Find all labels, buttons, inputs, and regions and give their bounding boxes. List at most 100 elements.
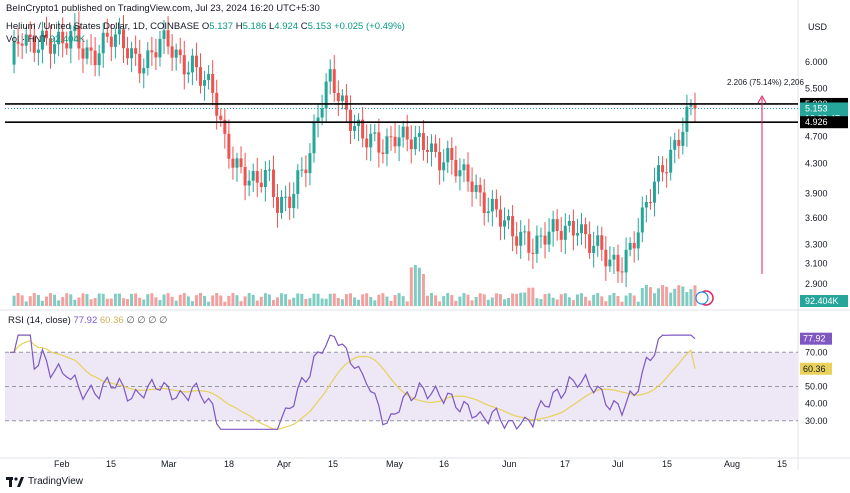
volume-bar [231,293,235,306]
volume-bar [255,300,259,306]
volume-bar [121,298,125,306]
candle-body [203,80,207,86]
measure-label: 2.206 (75.14%) 2,206 [727,78,804,87]
volume-bar [215,293,219,306]
volume-bar [405,301,409,306]
candle-body [405,126,409,140]
volume-bar [673,288,677,306]
volume-bar [32,293,36,306]
volume-bar [259,296,263,306]
volume-bar [77,297,81,306]
volume-bar [239,301,243,306]
candle-body [689,104,693,107]
volume-bar [640,287,644,306]
candle-body [393,136,397,147]
candle-body [430,143,434,152]
volume-bar [547,293,551,306]
candle-body [588,234,592,253]
volume-bar [417,267,421,306]
volume-bar [65,293,69,306]
volume-bar [328,293,332,306]
open-value: 5.137 [209,21,234,32]
volume-bar [519,292,523,306]
candle-body [138,53,142,74]
candle-body [409,139,413,150]
rsi-ma-line [10,340,696,430]
volume-bar [190,301,194,306]
time-tick-label: Apr [277,459,291,469]
volume-bar [203,295,207,306]
candle-body [693,104,697,109]
price-tick-label: 3.900 [805,188,828,198]
volume-bar [280,293,284,306]
candle-body [57,31,61,45]
volume-bar [644,285,648,306]
candle-body [130,48,134,59]
candle-body [97,53,101,66]
volume-bar [604,301,608,306]
candle-body [425,149,429,152]
candle-body [146,50,150,69]
volume-bar [592,294,596,306]
candle-body [276,196,280,213]
volume-badge [800,295,848,307]
candle-body [101,32,105,54]
rsi-ma-value: 60.36 [99,315,124,326]
volume-bar [20,295,24,306]
volume-bar [186,296,190,306]
volume-bar [652,293,656,306]
candle-body [32,36,36,53]
candle-body [478,184,482,193]
volume-bar [389,300,393,306]
time-tick-label: 15 [662,459,672,469]
symbol-name[interactable]: Helium / United States Dollar, 1D, COINB… [6,21,200,32]
candle-body [466,164,470,182]
candle-body [81,48,85,59]
candle-body [515,236,519,246]
candle-body [304,169,308,174]
candle-body [174,49,178,58]
volume-bar [154,297,158,306]
volume-bar [588,300,592,306]
volume-bar [462,293,466,306]
volume-value: 92.404K [49,34,86,45]
candle-body [316,117,320,123]
candle-body [231,158,235,168]
ohlc-legend: Helium / United States Dollar, 1D, COINB… [6,21,405,32]
volume-bar [53,294,57,306]
candle-body [604,249,608,267]
volume-bar [482,294,486,306]
candle-body [284,196,288,198]
candle-body [166,30,170,47]
volume-bar [130,293,134,306]
candle-body [665,172,669,174]
volume-bar [543,293,547,306]
candle-body [401,126,405,138]
volume-bar [49,293,53,306]
candle-body [628,242,632,250]
candle-body [596,235,600,246]
candle-body [381,152,385,154]
volume-bar [138,297,142,306]
volume-bar [81,293,85,306]
candle-body [154,52,158,58]
candle-body [239,158,243,167]
volume-bar [166,293,170,306]
volume-bar [584,296,588,306]
candle-body [126,48,130,59]
candle-body [158,38,162,58]
volume-bar [292,297,296,306]
rsi-ma-badge-label: 60.36 [803,364,826,374]
candle-body [652,181,656,203]
candle-body [434,143,438,152]
volume-bar [397,293,401,306]
candle-body [551,219,555,232]
volume-bar [450,294,454,306]
publish-info: BeInCrypto1 published on TradingView.com… [6,3,320,14]
candle-body [53,44,57,54]
volume-bar [438,301,442,306]
rsi-ma-badge [800,362,832,375]
time-tick-label: Jun [502,459,517,469]
candle-body [523,231,527,233]
